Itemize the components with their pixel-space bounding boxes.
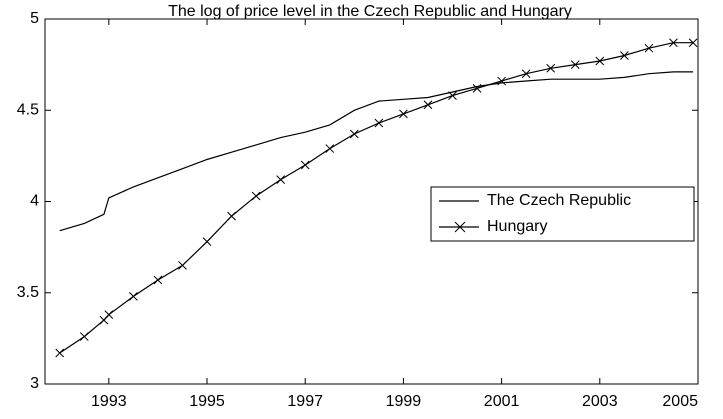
legend-box: [430, 186, 695, 242]
series-marker: [688, 38, 698, 48]
series-marker: [448, 91, 457, 101]
series-marker: [251, 191, 261, 201]
series-marker: [153, 275, 163, 285]
series-marker: [619, 51, 629, 60]
series-marker: [129, 292, 138, 301]
x-tick-label: 1993: [91, 393, 127, 410]
series-marker: [202, 237, 212, 247]
series-marker: [374, 118, 384, 128]
y-tick-label: 5: [30, 10, 39, 27]
series-marker: [521, 69, 531, 79]
series-marker: [423, 100, 433, 110]
x-tick-label: 1997: [287, 393, 323, 410]
series-marker: [104, 310, 114, 320]
series-marker: [276, 175, 286, 184]
x-tick-label: 1999: [386, 393, 422, 410]
y-tick-label: 3: [30, 375, 39, 392]
legend-label: Hungary: [487, 218, 547, 235]
series-marker: [669, 38, 678, 48]
series-marker: [325, 144, 335, 153]
series-marker: [227, 211, 236, 221]
legend-label: The Czech Republic: [487, 192, 631, 209]
series-marker: [644, 43, 654, 53]
legend-marker: [454, 221, 466, 233]
series-marker: [595, 56, 605, 66]
x-tick-label: 1995: [189, 393, 225, 410]
series-marker: [79, 332, 89, 341]
series-marker: [472, 83, 482, 93]
series-marker: [178, 261, 187, 270]
y-tick-label: 3.5: [17, 284, 39, 301]
series-marker: [497, 76, 506, 86]
chart-title: The log of price level in the Czech Repu…: [168, 3, 572, 20]
series-marker: [570, 60, 580, 69]
series-marker: [349, 129, 359, 139]
series-marker: [399, 109, 408, 119]
series-marker: [546, 63, 556, 73]
series-line: [59, 42, 694, 354]
series-line: [59, 71, 694, 232]
y-tick-label: 4: [30, 193, 39, 210]
series-marker: [55, 348, 65, 358]
x-tick-label: 2005: [662, 393, 698, 410]
x-tick-label: 2003: [582, 393, 618, 410]
x-tick-label: 2001: [484, 393, 520, 410]
y-tick-label: 4.5: [17, 101, 39, 118]
series-marker: [300, 160, 310, 170]
